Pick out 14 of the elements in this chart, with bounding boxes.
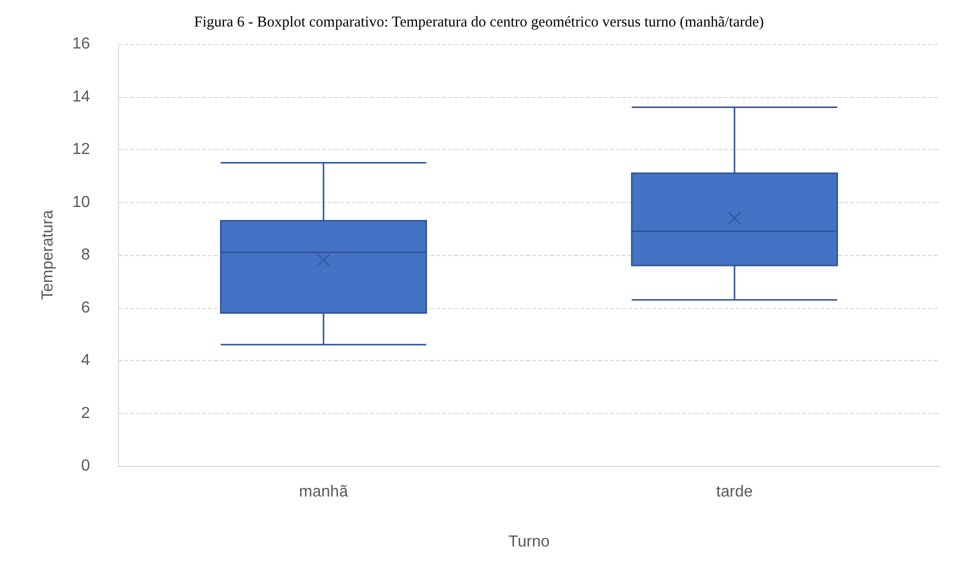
y-axis-title: Temperatura bbox=[40, 210, 56, 300]
y-tick-label: 8 bbox=[81, 246, 90, 264]
x-axis-title: Turno bbox=[508, 534, 550, 550]
y-tick-label: 14 bbox=[72, 88, 90, 106]
x-tick-label: manhã bbox=[299, 484, 348, 500]
y-tick-label: 12 bbox=[72, 141, 90, 158]
y-tick-label: 0 bbox=[81, 458, 90, 474]
y-tick-label: 4 bbox=[81, 352, 90, 369]
y-tick-label: 2 bbox=[81, 404, 90, 422]
chart-title: Figura 6 - Boxplot comparativo: Temperatura do centro geométrico versus turno (manhã/tarde) bbox=[194, 14, 764, 30]
x-tick-label: tarde bbox=[716, 484, 753, 500]
y-tick-label: 6 bbox=[81, 299, 90, 316]
y-tick-label: 10 bbox=[72, 194, 90, 211]
y-tick-label: 16 bbox=[72, 36, 90, 52]
